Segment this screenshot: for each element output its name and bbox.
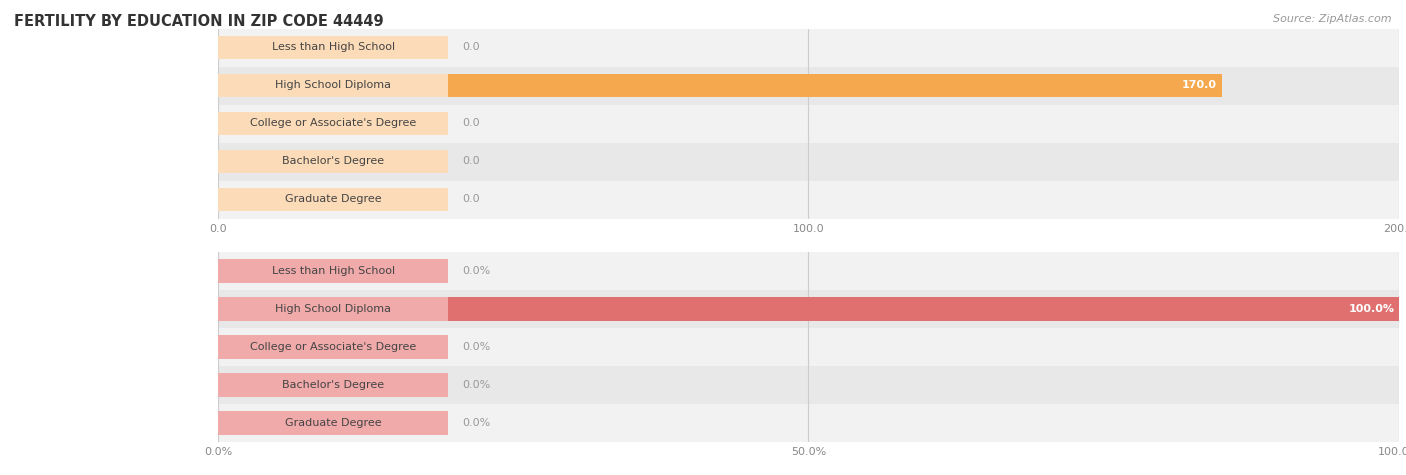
Text: 0.0%: 0.0% (463, 342, 491, 352)
Text: Source: ZipAtlas.com: Source: ZipAtlas.com (1274, 14, 1392, 24)
Text: Bachelor's Degree: Bachelor's Degree (283, 380, 384, 390)
Text: 0.0: 0.0 (463, 194, 479, 205)
Bar (218, 66, 1399, 104)
Bar (218, 366, 1399, 404)
Text: 0.0%: 0.0% (463, 418, 491, 428)
Bar (218, 404, 1399, 442)
Bar (218, 112, 449, 135)
Text: Less than High School: Less than High School (271, 42, 395, 53)
Bar (218, 150, 449, 173)
Bar (218, 297, 1399, 321)
Text: 0.0: 0.0 (463, 118, 479, 129)
Text: Graduate Degree: Graduate Degree (285, 194, 381, 205)
Text: 0.0%: 0.0% (463, 380, 491, 390)
Text: Graduate Degree: Graduate Degree (285, 418, 381, 428)
Text: 100.0%: 100.0% (1348, 304, 1395, 314)
Text: 0.0: 0.0 (463, 156, 479, 167)
Text: 170.0: 170.0 (1182, 80, 1218, 91)
Bar (218, 74, 1222, 97)
Bar (218, 28, 1399, 66)
Bar (218, 259, 449, 283)
Bar (218, 328, 1399, 366)
Bar (218, 290, 1399, 328)
Bar (218, 188, 449, 211)
Bar (218, 252, 1399, 290)
Text: 0.0: 0.0 (463, 42, 479, 53)
Text: Less than High School: Less than High School (271, 266, 395, 276)
Bar (218, 335, 449, 359)
Text: 0.0%: 0.0% (463, 266, 491, 276)
Bar (218, 36, 449, 59)
Text: FERTILITY BY EDUCATION IN ZIP CODE 44449: FERTILITY BY EDUCATION IN ZIP CODE 44449 (14, 14, 384, 29)
Text: Bachelor's Degree: Bachelor's Degree (283, 156, 384, 167)
Bar (218, 180, 1399, 218)
Bar (218, 74, 449, 97)
Text: College or Associate's Degree: College or Associate's Degree (250, 342, 416, 352)
Text: High School Diploma: High School Diploma (276, 304, 391, 314)
Bar (218, 297, 449, 321)
Bar (218, 142, 1399, 180)
Bar (218, 104, 1399, 142)
Text: College or Associate's Degree: College or Associate's Degree (250, 118, 416, 129)
Text: High School Diploma: High School Diploma (276, 80, 391, 91)
Bar (218, 373, 449, 397)
Bar (218, 411, 449, 435)
